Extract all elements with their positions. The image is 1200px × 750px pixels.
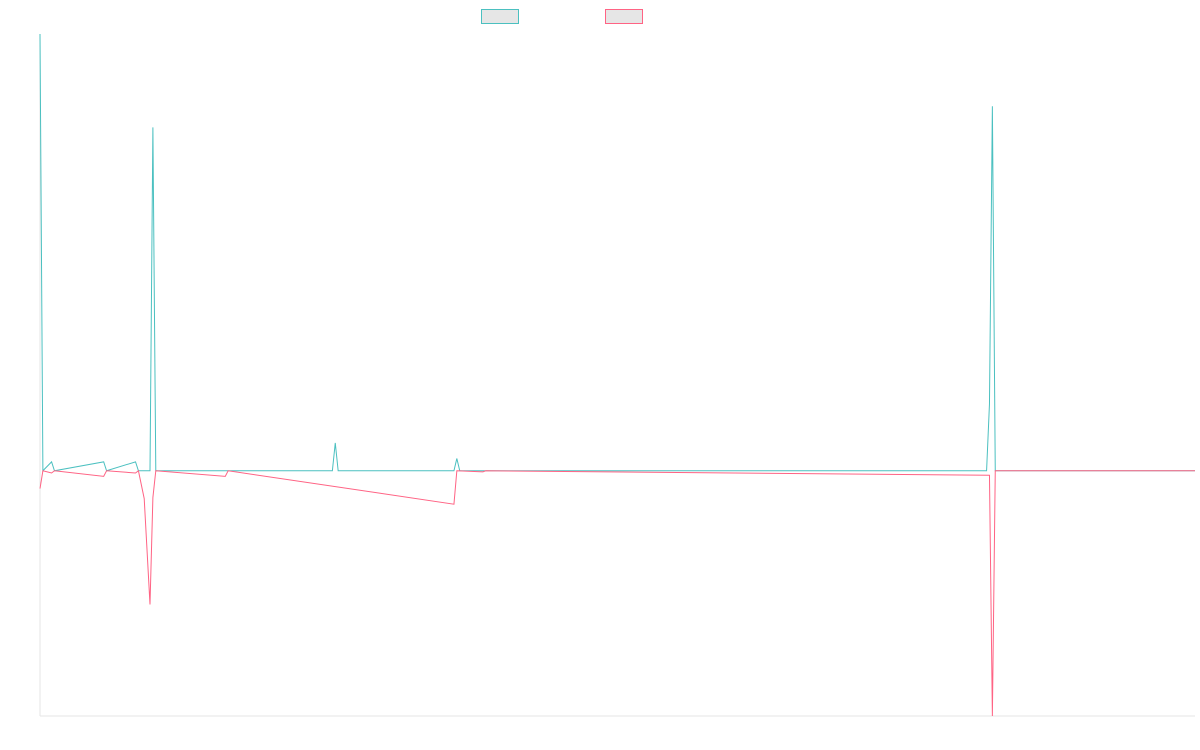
series-line-1 [39,33,1195,472]
legend-swatch-series-2[interactable] [605,9,643,24]
legend [0,0,1200,30]
series-layer [39,33,1195,717]
chart-axes [39,36,1195,717]
legend-swatch-series-1[interactable] [481,9,519,24]
series-line-2 [39,469,1195,717]
